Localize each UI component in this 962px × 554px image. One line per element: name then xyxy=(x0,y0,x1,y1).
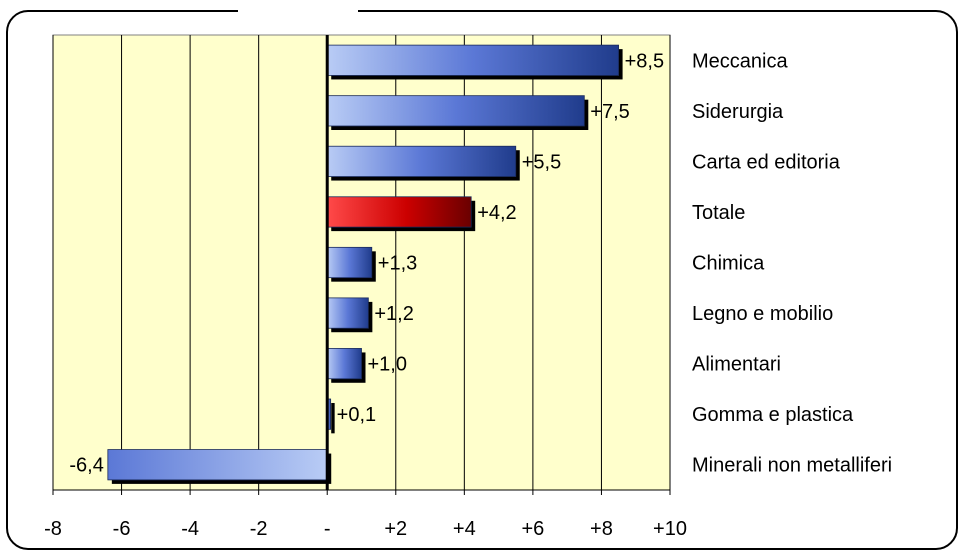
value-label: +0,1 xyxy=(337,404,376,426)
value-label: +5,5 xyxy=(522,151,561,173)
bar xyxy=(326,348,362,380)
category-label: Siderurgia xyxy=(692,101,784,123)
bar-shadow xyxy=(331,403,335,434)
bar xyxy=(326,297,369,329)
x-tick-label: - xyxy=(324,518,331,540)
x-axis: -8 -6 -4 -2 - +2 +4 +6 +8 +10 xyxy=(44,489,687,540)
bar xyxy=(326,145,517,177)
bar xyxy=(107,449,328,481)
category-label: Alimentari xyxy=(692,354,781,376)
bar-highlight xyxy=(326,196,472,228)
category-label: Gomma e plastica xyxy=(692,404,854,426)
x-tick-label: +6 xyxy=(521,518,544,540)
x-tick-label: +10 xyxy=(653,518,687,540)
chart-title-fragment xyxy=(238,0,358,18)
x-tick-label: -6 xyxy=(113,518,131,540)
value-label: -6,4 xyxy=(69,455,103,477)
category-label: Chimica xyxy=(692,253,765,275)
value-label: +8,5 xyxy=(625,50,664,72)
x-tick-label: -4 xyxy=(181,518,199,540)
bar xyxy=(326,246,373,279)
category-label: Legno e mobilio xyxy=(692,303,833,325)
x-tick-label: +8 xyxy=(590,518,613,540)
x-tick-label: +2 xyxy=(384,518,407,540)
category-label: Totale xyxy=(692,202,745,224)
category-labels: Meccanica Siderurgia Carta ed editoria Tota… xyxy=(692,50,892,476)
x-tick-label: -2 xyxy=(250,518,268,540)
value-labels: +8,5 +7,5 +5,5 +4,2 +1,3 +1,2 +1,0 +0,1 -6,4 xyxy=(69,50,664,476)
value-label: +1,2 xyxy=(374,303,413,325)
x-tick-label: +4 xyxy=(453,518,476,540)
x-tick-label: -8 xyxy=(44,518,62,540)
value-label: +1,3 xyxy=(378,253,417,275)
bar xyxy=(326,95,585,127)
category-label: Meccanica xyxy=(692,50,788,72)
value-label: +1,0 xyxy=(368,354,407,376)
category-label: Minerali non metalliferi xyxy=(692,455,892,477)
bar xyxy=(326,44,619,76)
bars xyxy=(107,44,623,484)
category-label: Carta ed editoria xyxy=(692,151,841,173)
value-label: +4,2 xyxy=(477,202,516,224)
value-label: +7,5 xyxy=(590,101,629,123)
